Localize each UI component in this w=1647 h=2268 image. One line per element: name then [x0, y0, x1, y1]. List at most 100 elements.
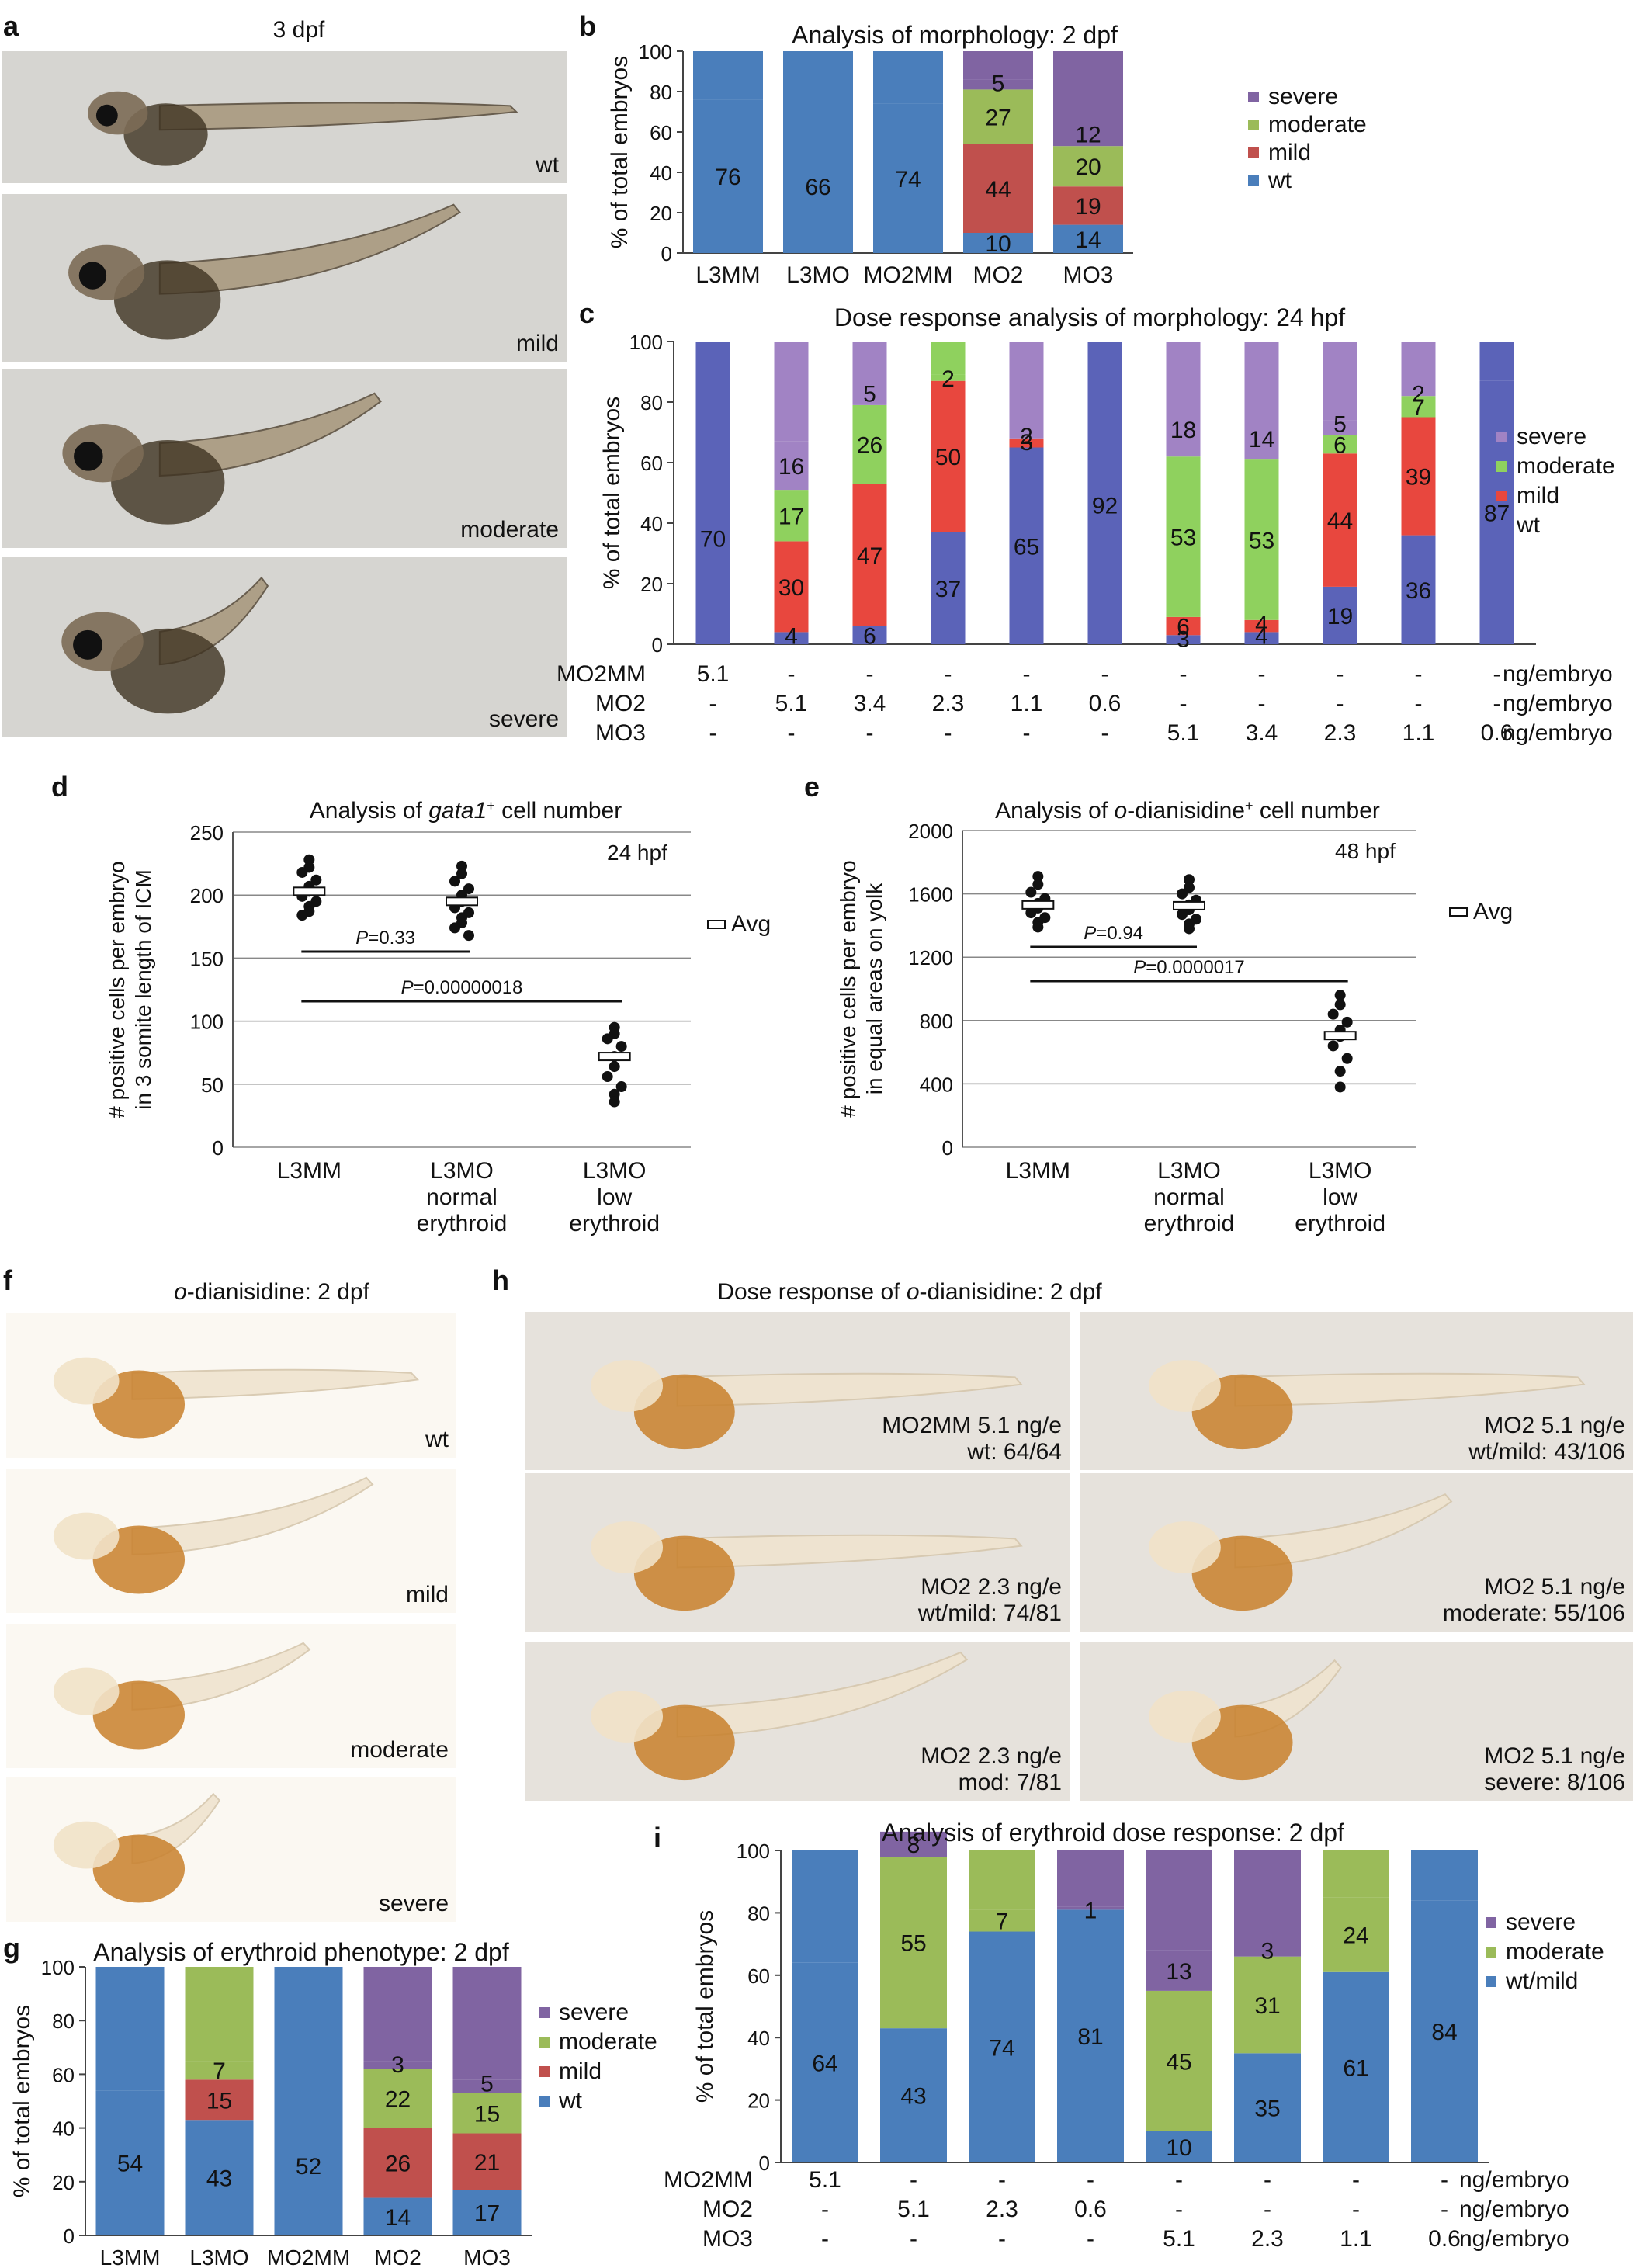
bar-severe-fill	[774, 342, 809, 442]
embryo-tail	[676, 1651, 969, 1738]
panel-a-photos: wt mild moderate severe	[2, 51, 567, 737]
data-point	[1184, 874, 1195, 886]
embryo-head	[53, 1667, 120, 1715]
y-tick-label: 20	[640, 573, 663, 596]
title-part: o	[1115, 798, 1128, 824]
dose-value: -	[1337, 661, 1344, 687]
photo-label: wt/mild: 43/106	[1468, 1439, 1625, 1465]
y-tick-label: 60	[747, 1965, 770, 1988]
legend-label: Avg	[731, 911, 771, 937]
dose-value: 5.1	[697, 661, 730, 687]
value-label: 19	[1075, 194, 1101, 220]
avg-marker	[446, 896, 478, 907]
dose-value: -	[945, 720, 952, 746]
embryo-head	[591, 1691, 664, 1743]
y-tick-label: 0	[942, 1136, 953, 1160]
y-tick-label: 1200	[908, 946, 953, 969]
bar-wt	[774, 632, 809, 644]
photo-label: MO2MM 5.1 ng/e	[882, 1413, 1062, 1438]
legend-swatch	[539, 2066, 550, 2077]
dose-unit: ng/embryo	[1459, 2167, 1569, 2193]
chart-title: Dose response analysis of morphology: 24…	[834, 303, 1345, 331]
embryo-tail	[1234, 1372, 1586, 1407]
data-point	[1334, 999, 1346, 1011]
data-point	[456, 860, 467, 872]
value-label: 4	[785, 623, 798, 649]
panel-letter-f: f	[3, 1264, 13, 1296]
bar-mild	[1401, 417, 1436, 536]
panel-letter-a: a	[3, 10, 19, 42]
dose-value: 0.6	[1089, 691, 1122, 716]
bar-wt	[1053, 224, 1123, 253]
value-label: 27	[985, 106, 1011, 131]
bar-moderate-fill	[1323, 1850, 1389, 1898]
category-label: normal	[426, 1184, 498, 1210]
bar-moderate	[1244, 459, 1279, 620]
dose-value: 5.1	[1167, 720, 1200, 746]
dose-value: -	[788, 661, 796, 687]
legend-swatch	[1449, 907, 1468, 917]
data-point	[1341, 1016, 1353, 1028]
value-label: 14	[385, 2205, 411, 2231]
data-point	[1334, 990, 1346, 1001]
avg-marker	[598, 1052, 631, 1062]
embryo-head	[53, 1512, 120, 1560]
data-point	[303, 854, 315, 865]
value-label: 61	[1343, 2055, 1368, 2081]
bar-severe-fill	[963, 51, 1033, 80]
value-label: 74	[895, 167, 921, 192]
dose-value: -	[1264, 2197, 1271, 2222]
bar-wt	[452, 2190, 522, 2235]
legend-label: severe	[1506, 1909, 1576, 1935]
title-part: cell number	[1253, 798, 1379, 824]
legend-label: Avg	[1473, 899, 1513, 924]
y-tick-label: 2000	[908, 820, 953, 843]
bar-moderate	[852, 404, 887, 484]
value-label: 18	[1170, 418, 1196, 443]
dose-value: -	[910, 2167, 917, 2193]
photo-label: wt	[425, 1427, 449, 1452]
bar-wt/mild	[1411, 1900, 1478, 2162]
y-tick-label: 80	[747, 1902, 770, 1925]
title-part: Dose response of	[717, 1279, 906, 1305]
embryo-head	[53, 1821, 120, 1869]
photo-label: mild	[516, 331, 559, 356]
legend-swatch	[1496, 520, 1507, 531]
bar-moderate	[1166, 456, 1201, 617]
value-label: 47	[857, 543, 882, 569]
legend-label: wt	[1267, 168, 1292, 193]
dose-unit: ng/embryo	[1459, 2226, 1569, 2252]
bar-wt	[783, 120, 853, 253]
bar-wt	[1479, 380, 1514, 644]
y-tick-label: 200	[190, 884, 224, 907]
bar-mild	[1244, 619, 1279, 633]
title-part: -dianisidine: 2 dpf	[920, 1279, 1103, 1305]
dose-value: 2.3	[1251, 2226, 1284, 2252]
dose-value: 0.6	[1074, 2197, 1107, 2222]
dose-value: -	[1493, 661, 1501, 687]
legend-label: severe	[1268, 84, 1338, 109]
dose-value: 5.1	[1163, 2226, 1195, 2252]
bar-wt-fill	[695, 342, 730, 432]
title-part: P	[1133, 957, 1146, 978]
value-label: 50	[935, 445, 961, 470]
data-point	[1334, 1066, 1346, 1077]
bar-wt-fill	[873, 51, 943, 104]
legend-swatch	[1248, 120, 1259, 130]
y-tick-label: 800	[920, 1010, 953, 1033]
category-label: L3MM	[695, 262, 760, 288]
value-label: 8	[907, 1833, 921, 1858]
chart-title: Analysis of morphology: 2 dpf	[792, 21, 1118, 49]
category-label: MO2	[973, 262, 1023, 288]
dose-row-name: MO2MM	[557, 661, 646, 687]
bar-moderate-fill	[185, 1967, 254, 2062]
title-part: Analysis of	[995, 798, 1114, 824]
photo-label: MO2 5.1 ng/e	[1484, 1574, 1625, 1600]
category-label: low	[597, 1184, 632, 1210]
data-point	[602, 1033, 613, 1045]
bar-moderate	[1053, 146, 1123, 187]
category-label: L3MO	[1309, 1158, 1372, 1184]
embryo-head	[53, 1357, 120, 1405]
category-label: MO2MM	[267, 2245, 350, 2268]
y-tick-label: 0	[652, 633, 663, 657]
